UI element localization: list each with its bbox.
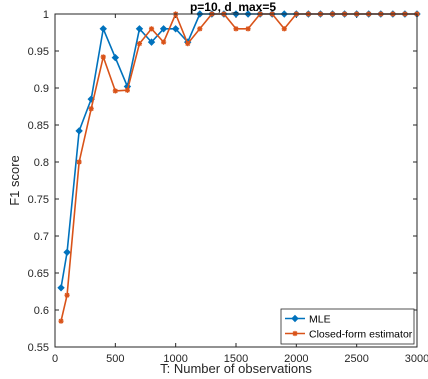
legend: MLE Closed-form estimator: [280, 308, 415, 345]
data-point-mle: [99, 25, 107, 33]
x-tick-label: 2000: [284, 353, 308, 365]
data-point-closed-form-estimator: [112, 88, 118, 94]
tick-labels: 0 500 1000 1500 2000 2500 3000 0.55 0.6 0.65 0.7 0.…: [28, 9, 428, 365]
data-point-closed-form-estimator: [281, 26, 287, 32]
data-point-mle: [135, 25, 144, 33]
x-tick-label: 1500: [224, 353, 248, 365]
x-tick-label: 2500: [344, 353, 368, 365]
y-tick-label: 0.65: [28, 268, 49, 280]
y-axis-title: F1 score: [7, 155, 22, 206]
data-point-closed-form-estimator: [197, 26, 203, 32]
x-axis-title: T: Number of observations: [160, 361, 312, 376]
plot-area-frame: [54, 13, 418, 348]
chart-title: p=10, d_max=5: [190, 0, 276, 14]
x-tick-label: 3000: [405, 353, 428, 365]
y-tick-label: 0.95: [28, 46, 49, 58]
data-point-closed-form-estimator: [76, 159, 82, 165]
data-point-closed-form-estimator: [124, 87, 130, 93]
y-tick-label: 0.7: [34, 231, 49, 243]
y-tick-label: 0.75: [28, 194, 49, 206]
data-point-mle: [111, 53, 120, 62]
y-tick-label: 0.85: [28, 120, 49, 132]
data-point-mle: [171, 25, 180, 33]
y-tick-label: 0.9: [34, 83, 49, 95]
data-point-mle: [63, 248, 71, 256]
data-point-closed-form-estimator: [185, 41, 191, 47]
legend-marker-mle: [291, 314, 299, 323]
legend-marker-closed-form-estimator: [292, 330, 298, 337]
data-point-closed-form-estimator: [58, 318, 64, 324]
legend-label-mle: MLE: [309, 313, 331, 325]
y-tick-label: 0.55: [28, 342, 49, 354]
x-tick-label: 0: [52, 353, 58, 365]
y-tick-label: 1: [43, 9, 49, 21]
y-tick-label: 0.6: [34, 305, 49, 317]
data-point-closed-form-estimator: [161, 39, 167, 45]
data-point-closed-form-estimator: [233, 26, 239, 32]
data-point-mle: [75, 127, 83, 135]
x-tick-label: 500: [106, 353, 124, 365]
data-point-closed-form-estimator: [64, 292, 70, 298]
data-point-closed-form-estimator: [88, 106, 94, 112]
data-point-mle: [147, 38, 156, 46]
legend-label-closed-form-estimator: Closed-form estimator: [309, 328, 413, 340]
data-point-closed-form-estimator: [245, 26, 251, 32]
data-point-closed-form-estimator: [100, 54, 106, 60]
legend-box: [280, 308, 415, 345]
y-tick-label: 0.8: [34, 157, 49, 169]
data-point-mle: [57, 284, 65, 292]
data-point-closed-form-estimator: [136, 41, 143, 47]
x-tick-label: 1000: [163, 353, 187, 365]
data-point-closed-form-estimator: [148, 26, 155, 32]
data-point-mle: [159, 25, 168, 33]
